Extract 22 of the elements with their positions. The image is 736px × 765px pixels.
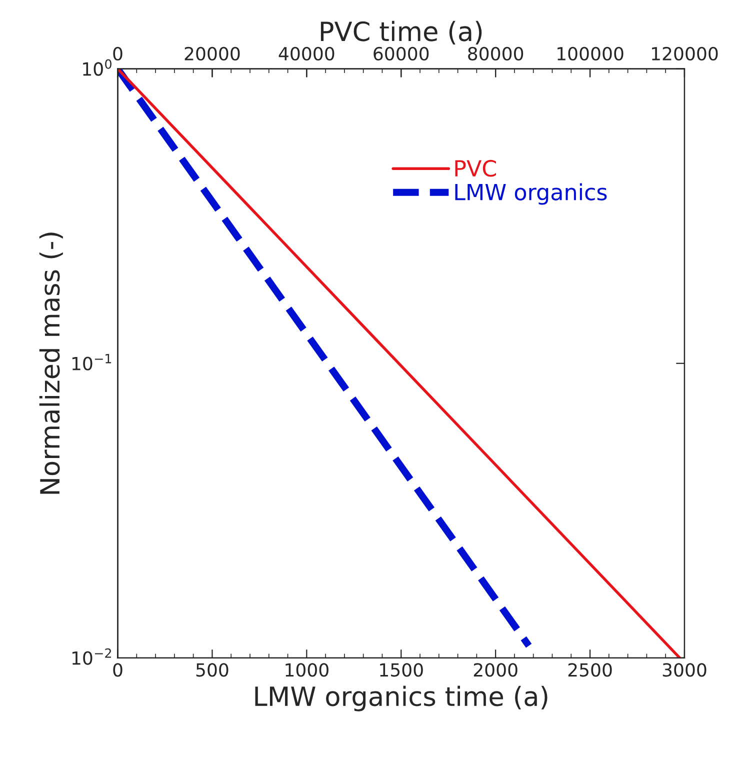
x-tick-label: 1500 xyxy=(380,663,423,677)
x-axis-title: LMW organics time (a) xyxy=(255,686,548,712)
x2-tick-label: 0 xyxy=(113,46,122,60)
x-tick-label: 1000 xyxy=(286,663,328,677)
legend-label: PVC xyxy=(455,160,496,177)
x-tick-label: 2000 xyxy=(474,663,518,677)
y-axis-title: Normalized mass (-) xyxy=(39,232,63,494)
legend-label: LMW organics xyxy=(455,183,607,205)
x-tick-label: 0 xyxy=(113,663,122,677)
x2-tick-label: 80000 xyxy=(468,46,524,60)
x-tick-label: 3000 xyxy=(662,663,706,677)
x2-tick-label: 100000 xyxy=(558,46,624,60)
x-tick-label: 2500 xyxy=(568,663,612,677)
x2-tick-label: 40000 xyxy=(278,46,334,60)
y-tick-label: 10$^{−1}$ xyxy=(72,354,112,370)
y-tick-label: 10$^{−2}$ xyxy=(72,648,111,665)
y-tick-label: 10$^{0}$ xyxy=(83,59,112,76)
x-tick-label: 500 xyxy=(196,663,228,677)
x2-tick-label: 20000 xyxy=(184,46,240,60)
x2-axis-title: PVC time (a) xyxy=(320,20,482,44)
x2-tick-label: 120000 xyxy=(652,46,718,60)
x2-tick-label: 60000 xyxy=(374,46,429,60)
